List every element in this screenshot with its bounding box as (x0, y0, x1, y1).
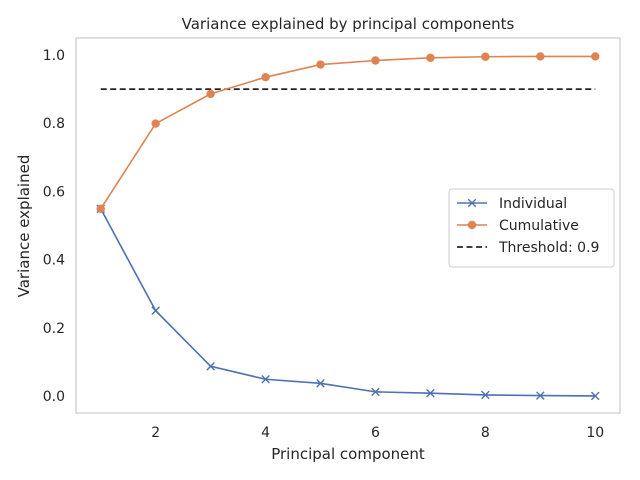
cumulative-point (481, 52, 490, 61)
individual-point (371, 387, 380, 397)
x-tick-label: 4 (261, 425, 270, 441)
legend-label: Individual (499, 196, 567, 212)
individual-point (151, 306, 160, 316)
y-tick-label: 0.4 (43, 253, 65, 269)
legend-entry: Individual (457, 196, 567, 212)
cumulative-point (96, 204, 105, 213)
cumulative-point (261, 73, 270, 82)
x-tick-label: 6 (371, 425, 380, 441)
individual-series-line (100, 208, 596, 397)
individual-point (426, 388, 435, 398)
legend-entry: Cumulative (457, 218, 579, 234)
individual-point (261, 374, 270, 384)
x-tick-label: 2 (151, 425, 160, 441)
y-axis-title: Variance explained (15, 155, 33, 298)
y-tick-label: 0.6 (43, 184, 65, 200)
cumulative-series-line (100, 55, 596, 210)
legend-label: Threshold: 0.9 (498, 240, 599, 256)
cumulative-point (591, 52, 600, 61)
legend: Individual Cumulative Threshold: 0.9 (448, 188, 615, 268)
x-axis-title: Principal component (271, 445, 425, 463)
y-tick-label: 0.8 (43, 116, 65, 132)
legend-label: Cumulative (499, 218, 579, 234)
individual-point (316, 379, 325, 388)
cumulative-point (316, 60, 325, 69)
cumulative-point (426, 53, 435, 62)
individual-point (206, 362, 215, 371)
cumulative-point (371, 56, 380, 65)
chart-title: Variance explained by principal componen… (182, 15, 515, 33)
tick-layer: 2 4 6 8 10 0.0 0.2 0.4 0.6 0.8 1.0 (43, 48, 604, 441)
individual-point (481, 390, 490, 400)
cumulative-point (151, 119, 160, 128)
cumulative-point (536, 52, 545, 61)
individual-point (590, 391, 600, 401)
y-tick-label: 1.0 (43, 48, 65, 64)
legend-entry: Threshold: 0.9 (457, 240, 599, 256)
y-tick-label: 0.2 (43, 321, 65, 337)
series-layer (96, 52, 600, 401)
x-tick-label: 10 (586, 425, 604, 441)
y-tick-label: 0.0 (43, 389, 65, 405)
legend-box (448, 188, 615, 268)
x-tick-label: 8 (481, 425, 490, 441)
individual-point (536, 391, 545, 400)
cumulative-point (206, 89, 215, 99)
